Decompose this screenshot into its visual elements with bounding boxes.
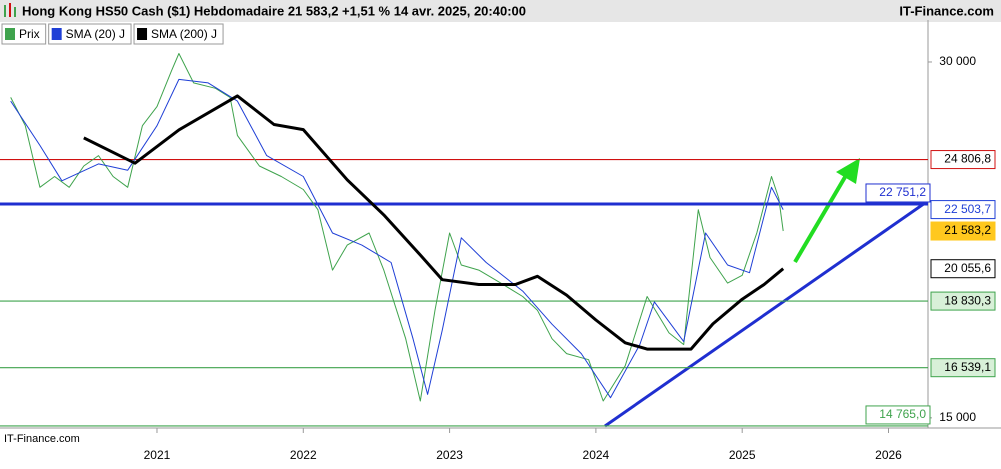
x-tick-label: 2025 [729, 448, 756, 462]
level-label-box [930, 291, 996, 311]
logo [4, 3, 16, 17]
level-label-box [865, 183, 931, 203]
legend-item: Prix [1, 23, 47, 45]
header-bar [0, 0, 1001, 22]
last-value-box [930, 221, 996, 241]
legend-label: SMA (200) J [151, 27, 217, 41]
x-tick-label: 2026 [875, 448, 902, 462]
level-label: 22 751,2 [879, 185, 926, 199]
series-line [10, 78, 784, 399]
x-tick-label: 2023 [436, 448, 463, 462]
last-value-box [930, 200, 996, 220]
level-label: 24 806,8 [944, 152, 991, 166]
x-tick-label: 2021 [144, 448, 171, 462]
last-value-label: 21 583,2 [944, 223, 991, 237]
legend-swatch [137, 28, 148, 40]
watermark: IT-Finance.com [4, 433, 80, 445]
series-line [10, 53, 784, 402]
level-label: 16 539,1 [944, 360, 991, 374]
labels: 2021 2022 2023 2024 2025 2026 30 000 15 000 24 8… [1, 23, 996, 462]
legend-swatch [51, 28, 62, 40]
legend-label: SMA (20) J [66, 27, 125, 41]
series-line [83, 94, 785, 351]
level-label: 14 765,0 [879, 407, 926, 421]
x-tick-label: 2024 [583, 448, 610, 462]
legend-item: SMA (20) J [48, 23, 132, 45]
last-value-label: 22 503,7 [944, 202, 991, 216]
last-value-label: 20 055,6 [944, 261, 991, 275]
legend-label: Prix [19, 27, 40, 41]
level-label-box [865, 405, 931, 425]
y-tick-label: 15 000 [939, 410, 976, 424]
last-value-box [930, 259, 996, 279]
trend-line [604, 201, 926, 428]
level-label-box [930, 358, 996, 378]
legend-item: SMA (200) J [133, 23, 224, 45]
y-tick-label: 30 000 [939, 54, 976, 68]
x-tick-label: 2022 [290, 448, 317, 462]
brand: IT-Finance.com [899, 3, 994, 18]
plot-area [0, 53, 928, 427]
legend-box [133, 23, 224, 45]
legend-box [48, 23, 132, 45]
chart-title: Hong Kong HS50 Cash ($1) Hebdomadaire 21… [22, 3, 526, 18]
level-label-box [930, 150, 996, 170]
level-label: 18 830,3 [944, 293, 991, 307]
arrow [793, 158, 860, 264]
legend-swatch [5, 28, 15, 40]
